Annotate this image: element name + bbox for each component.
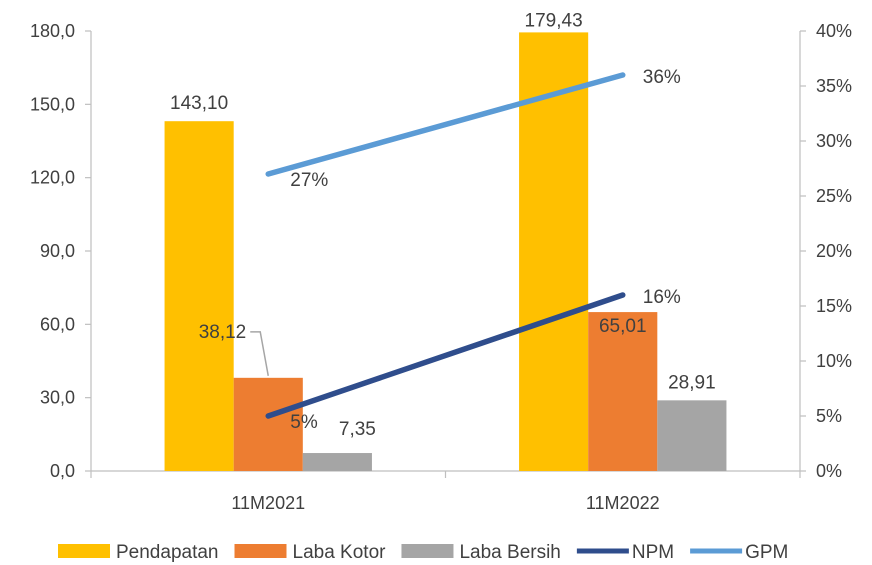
legend-label-npm: NPM bbox=[632, 542, 674, 563]
lines bbox=[265, 72, 626, 419]
line-npm bbox=[265, 292, 626, 419]
legend-swatch-laba-bersih bbox=[401, 544, 454, 558]
legend-label-gpm: GPM bbox=[745, 542, 788, 563]
data-label-laba-kotor: 38,12 bbox=[199, 322, 247, 343]
bar-laba-bersih bbox=[657, 400, 727, 471]
data-label-laba-bersih: 7,35 bbox=[339, 419, 376, 440]
left-tick-label: 30,0 bbox=[40, 388, 75, 408]
data-label-npm: 16% bbox=[643, 287, 681, 308]
data-label-laba-bersih: 28,91 bbox=[668, 372, 716, 393]
bars bbox=[164, 32, 727, 471]
left-tick-label: 180,0 bbox=[30, 21, 75, 41]
right-tick-label: 25% bbox=[816, 186, 852, 206]
left-tick-label: 150,0 bbox=[30, 94, 75, 114]
bar-laba-bersih bbox=[302, 453, 372, 471]
left-tick-label: 120,0 bbox=[30, 168, 75, 188]
data-label-gpm: 27% bbox=[290, 170, 328, 191]
x-tick-label: 11M2022 bbox=[586, 493, 660, 513]
data-label-gpm: 36% bbox=[643, 67, 681, 88]
left-tick-label: 60,0 bbox=[40, 314, 75, 334]
right-tick-label: 35% bbox=[816, 76, 852, 96]
data-label-laba-kotor: 65,01 bbox=[599, 316, 647, 337]
right-tick-label: 0% bbox=[816, 461, 842, 481]
legend-label-pendapatan: Pendapatan bbox=[116, 542, 219, 563]
data-label-npm: 5% bbox=[290, 412, 318, 433]
right-tick-label: 40% bbox=[816, 21, 852, 41]
legend: Pendapatan Laba Kotor Laba Bersih NPM GPM bbox=[58, 542, 788, 563]
bar-pendapatan bbox=[164, 121, 234, 471]
right-tick-label: 5% bbox=[816, 406, 842, 426]
right-tick-label: 10% bbox=[816, 351, 852, 371]
right-tick-label: 15% bbox=[816, 296, 852, 316]
data-label-pendapatan: 143,10 bbox=[170, 93, 228, 114]
right-tick-label: 20% bbox=[816, 241, 852, 261]
bar-laba-kotor bbox=[233, 377, 303, 471]
data-labels: 143,10 179,43 38,12 65,01 7,35 28,91 5% 16% 27% 3… bbox=[170, 10, 716, 440]
legend-label-laba-bersih: Laba Bersih bbox=[459, 542, 560, 563]
legend-swatch-pendapatan bbox=[58, 544, 110, 558]
legend-swatch-laba-kotor bbox=[234, 544, 287, 558]
left-tick-label: 0,0 bbox=[50, 461, 75, 481]
left-tick-label: 90,0 bbox=[40, 241, 75, 261]
right-tick-label: 30% bbox=[816, 131, 852, 151]
line-gpm bbox=[265, 72, 626, 177]
x-tick-label: 11M2021 bbox=[231, 493, 305, 513]
leader-line bbox=[250, 331, 269, 376]
bar-laba-kotor bbox=[588, 312, 658, 471]
data-label-pendapatan: 179,43 bbox=[525, 10, 583, 31]
axes: 0,0 30,0 60,0 90,0 120,0 150,0 180,0 0% 5% 10% 15%… bbox=[30, 21, 852, 513]
legend-label-laba-kotor: Laba Kotor bbox=[293, 542, 387, 563]
bar-pendapatan bbox=[519, 32, 589, 471]
